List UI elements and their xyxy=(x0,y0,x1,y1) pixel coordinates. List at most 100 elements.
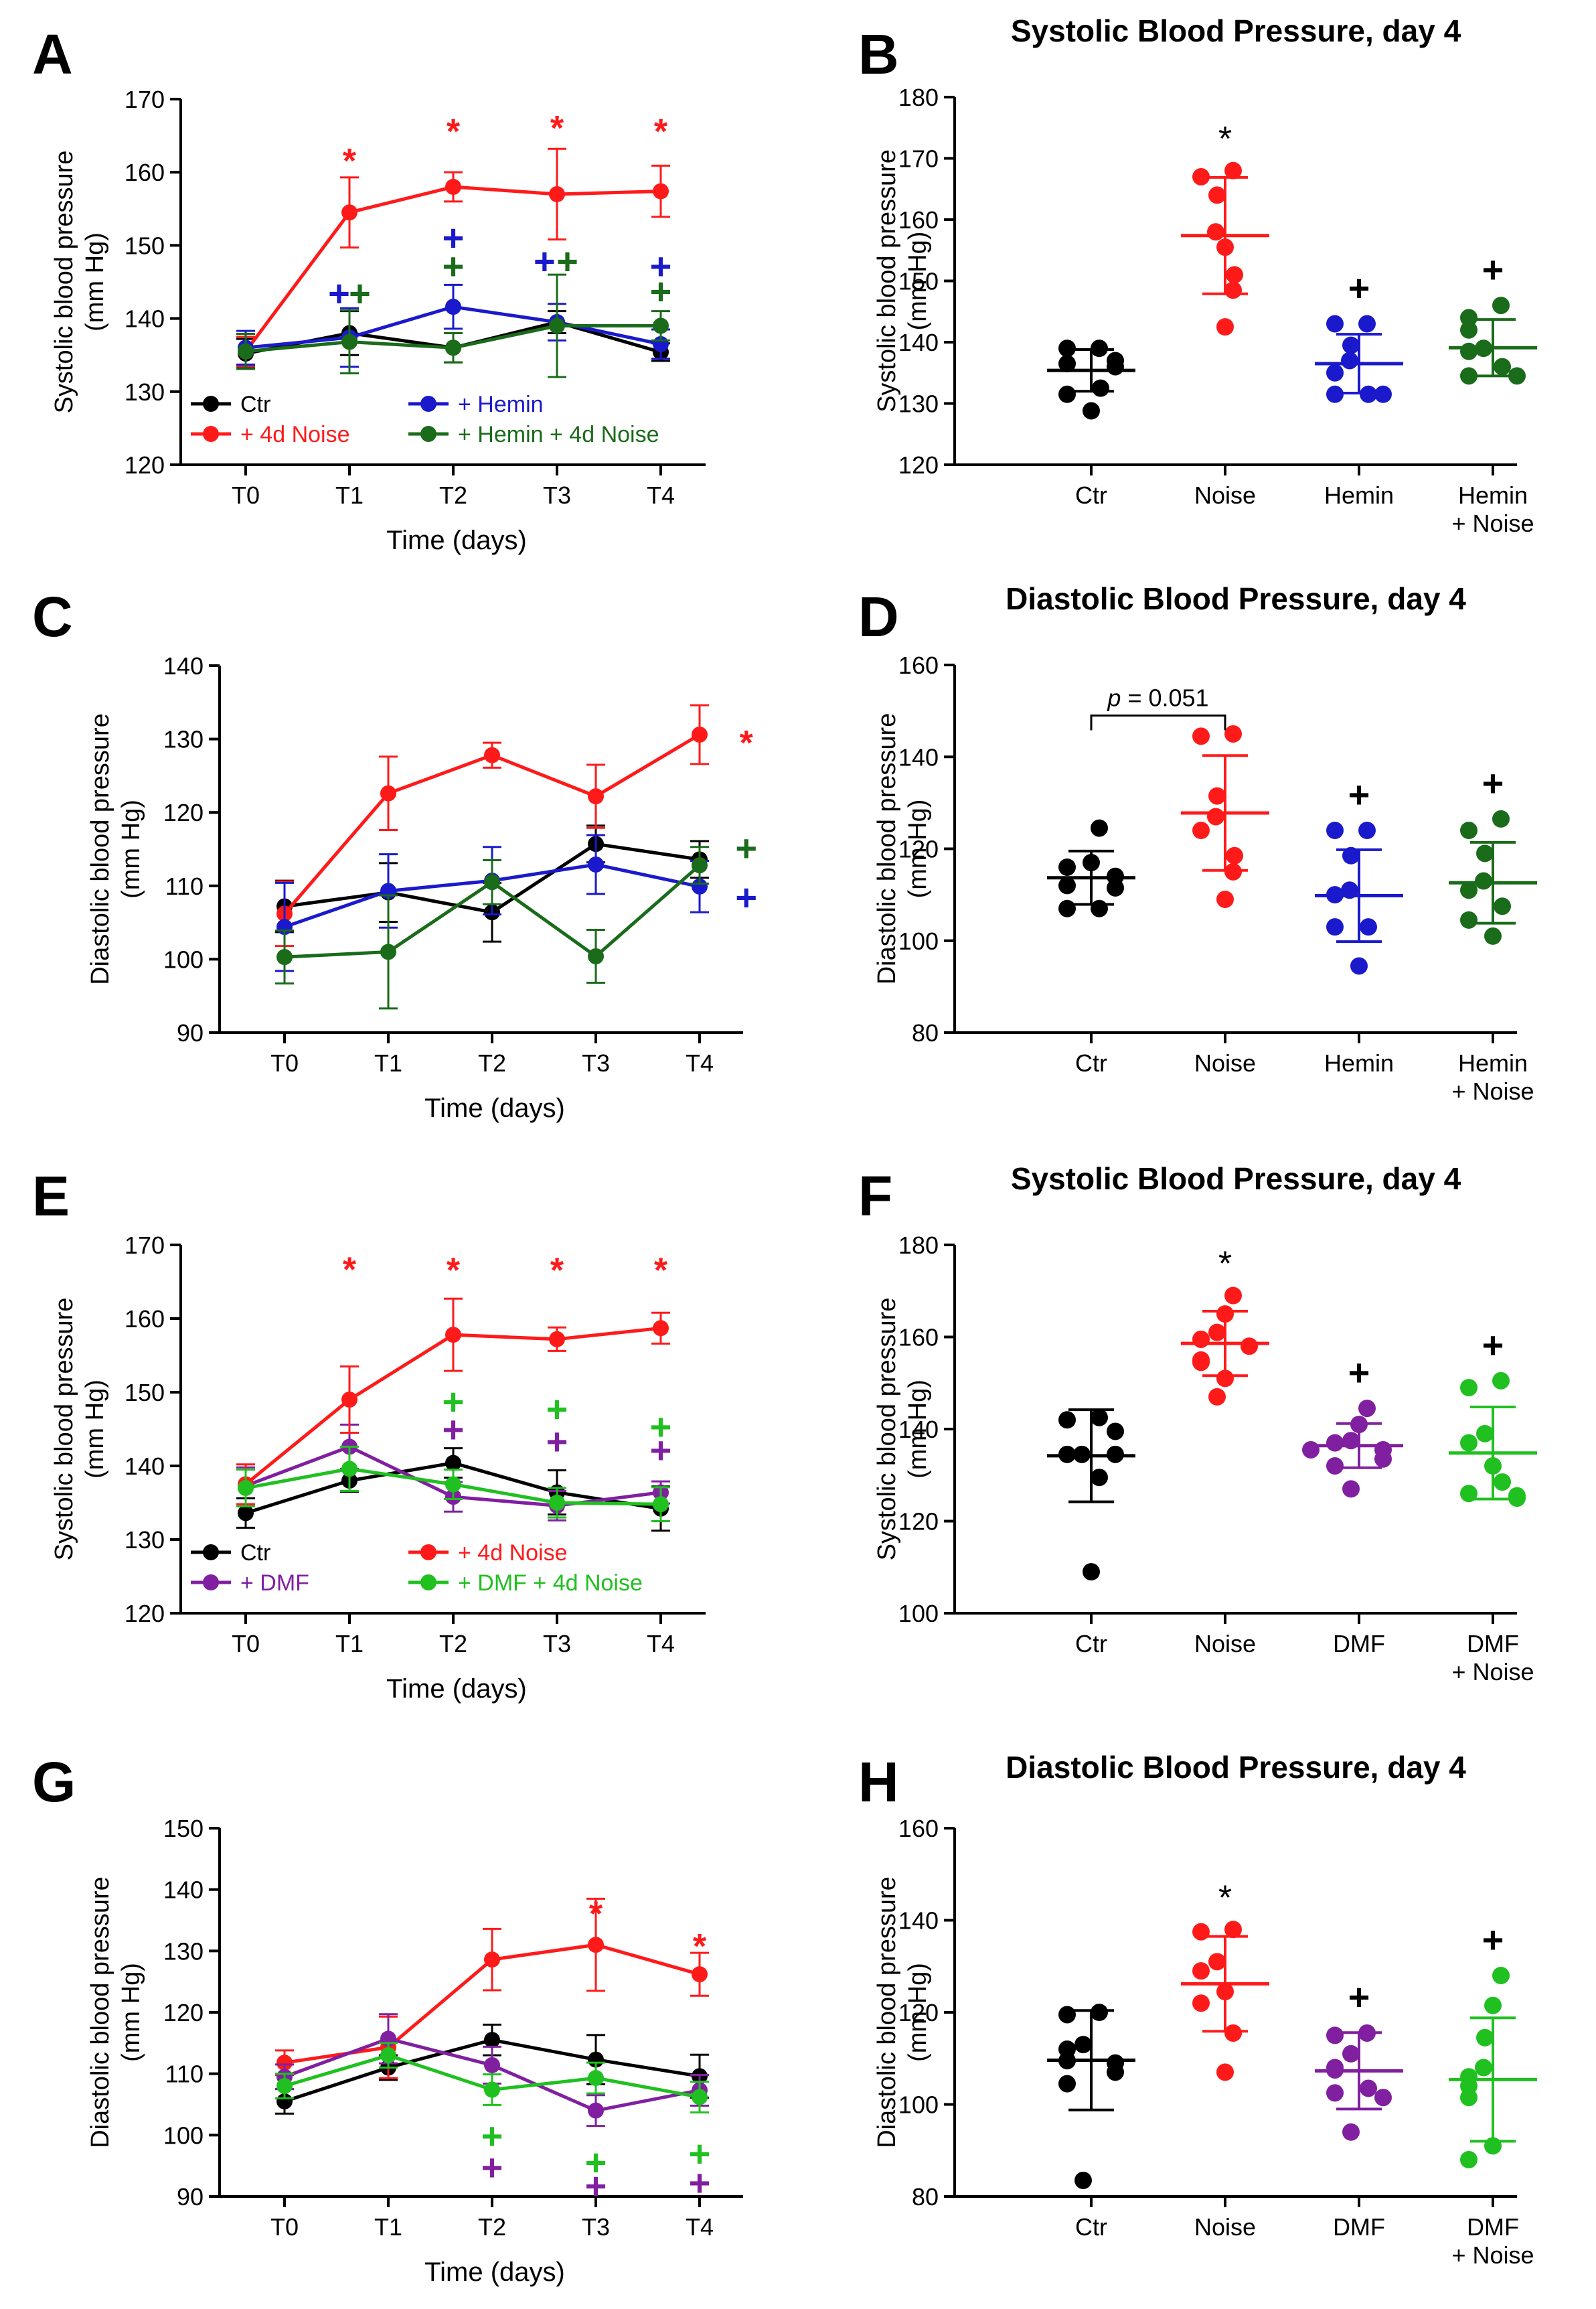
panel-letter: C xyxy=(32,585,73,648)
data-point xyxy=(1460,342,1478,360)
x-tick-label: T2 xyxy=(478,2213,506,2241)
x-tick-label: T4 xyxy=(686,2213,714,2241)
y-tick-label: 130 xyxy=(163,1937,204,1965)
x-tick-label: T1 xyxy=(374,2213,402,2241)
x-tick-label: T1 xyxy=(374,1049,402,1077)
legend-marker xyxy=(420,1574,436,1590)
data-point xyxy=(1342,2044,1360,2063)
data-point xyxy=(1484,927,1502,945)
y-axis-label: Diastolic blood pressure (mm Hg) xyxy=(86,1876,145,2148)
data-point xyxy=(1460,2151,1478,2168)
group-dmf-noise: + xyxy=(1449,1919,1537,2168)
data-point xyxy=(445,1455,461,1471)
significance-plus: + xyxy=(534,240,556,283)
y-tick-label: 160 xyxy=(125,1305,165,1333)
x-tick-label: Hemin xyxy=(1458,1049,1528,1077)
data-point xyxy=(1302,1440,1320,1459)
data-point xyxy=(653,1320,669,1337)
y-axis-label-line: (mm Hg) xyxy=(117,1963,145,2062)
legend-marker xyxy=(203,1574,219,1590)
y-tick-label: 130 xyxy=(125,1526,165,1554)
significance-plus: + xyxy=(443,1380,465,1422)
data-point xyxy=(1058,2075,1076,2093)
y-axis-label-line: (mm Hg) xyxy=(117,800,145,899)
data-point xyxy=(1508,1489,1526,1507)
x-tick-label: T1 xyxy=(335,1630,364,1657)
y-axis-label-line: (mm Hg) xyxy=(904,1963,932,2062)
data-point xyxy=(1224,863,1242,881)
legend-marker xyxy=(420,426,436,442)
y-tick-label: 150 xyxy=(125,232,165,259)
group-ctr xyxy=(1047,340,1135,420)
data-point xyxy=(1192,1353,1210,1371)
panel-letter: A xyxy=(32,23,73,86)
group-hemin-noise: + xyxy=(1449,248,1537,385)
y-tick-label: 170 xyxy=(125,86,165,113)
panel-letter: B xyxy=(858,23,899,86)
x-tick-label: + Noise xyxy=(1451,2241,1534,2269)
data-point xyxy=(1192,1994,1210,2012)
panel-letter: D xyxy=(858,585,899,648)
significance-star: * xyxy=(654,1252,668,1290)
data-point xyxy=(1074,2036,1092,2054)
x-tick-label: + Noise xyxy=(1451,1658,1534,1686)
x-tick-label: DMF xyxy=(1467,2213,1519,2241)
significance-star: * xyxy=(550,1252,564,1290)
y-tick-label: 160 xyxy=(898,1815,939,1842)
y-tick-label: 100 xyxy=(898,2091,939,2119)
x-tick-label: T3 xyxy=(582,2213,610,2241)
data-point xyxy=(1460,367,1478,385)
legend-marker xyxy=(420,1544,436,1560)
data-point xyxy=(1107,358,1124,376)
significance-plus: + xyxy=(328,273,350,315)
significance-plus: + xyxy=(585,2164,607,2207)
data-point xyxy=(1224,1921,1242,1939)
x-tick-label: DMF xyxy=(1333,1630,1385,1657)
data-point xyxy=(1341,352,1358,370)
data-point xyxy=(1216,1369,1234,1388)
data-point xyxy=(1226,846,1243,865)
x-tick-label: T2 xyxy=(439,481,467,509)
legend-label: + 4d Noise xyxy=(240,422,350,447)
data-point xyxy=(1074,2171,1092,2189)
chart-title: Systolic Blood Pressure, day 4 xyxy=(1011,13,1461,48)
data-point xyxy=(445,1327,461,1343)
data-point xyxy=(1476,2028,1494,2046)
x-axis-label: Time (days) xyxy=(386,1674,527,1704)
group-hemin: + xyxy=(1315,267,1403,403)
data-point xyxy=(588,2070,604,2087)
significance-plus: + xyxy=(1348,1351,1370,1394)
data-point xyxy=(1342,846,1360,865)
data-point xyxy=(1494,1473,1511,1491)
data-point xyxy=(1374,385,1392,403)
data-point xyxy=(588,788,604,805)
panel-c: C 90 100 110 120 130 140 Diastolic blood pressu… xyxy=(32,585,757,1123)
data-point xyxy=(1358,822,1376,840)
data-point xyxy=(1208,186,1226,204)
data-point xyxy=(238,343,254,360)
legend-marker xyxy=(420,396,436,412)
significance-plus: + xyxy=(546,1388,568,1430)
y-axis-label-line: Systolic blood pressure xyxy=(50,151,78,414)
x-tick-label: T3 xyxy=(543,481,571,509)
data-point xyxy=(1326,1434,1344,1452)
data-point xyxy=(549,1495,565,1511)
y-axis-label-line: (mm Hg) xyxy=(81,1380,109,1479)
significance-plus: + xyxy=(735,876,757,918)
significance-plus: + xyxy=(481,2146,503,2188)
data-point xyxy=(276,2078,293,2094)
x-tick-label: T2 xyxy=(478,1049,506,1077)
data-point xyxy=(341,1392,357,1408)
x-tick-label: DMF xyxy=(1333,2213,1385,2241)
y-tick-label: 90 xyxy=(177,2183,204,2211)
significance-star: * xyxy=(693,1927,707,1966)
y-tick-label: 160 xyxy=(898,652,939,679)
legend-label: Ctr xyxy=(240,1540,270,1566)
group-dmf-noise: + xyxy=(1449,1324,1537,1507)
significance-plus: + xyxy=(546,1420,568,1463)
data-point xyxy=(1058,858,1076,876)
x-tick-label: Ctr xyxy=(1075,481,1107,509)
data-point xyxy=(1058,899,1076,917)
significance-plus: + xyxy=(689,2162,711,2204)
data-point xyxy=(238,1480,254,1496)
